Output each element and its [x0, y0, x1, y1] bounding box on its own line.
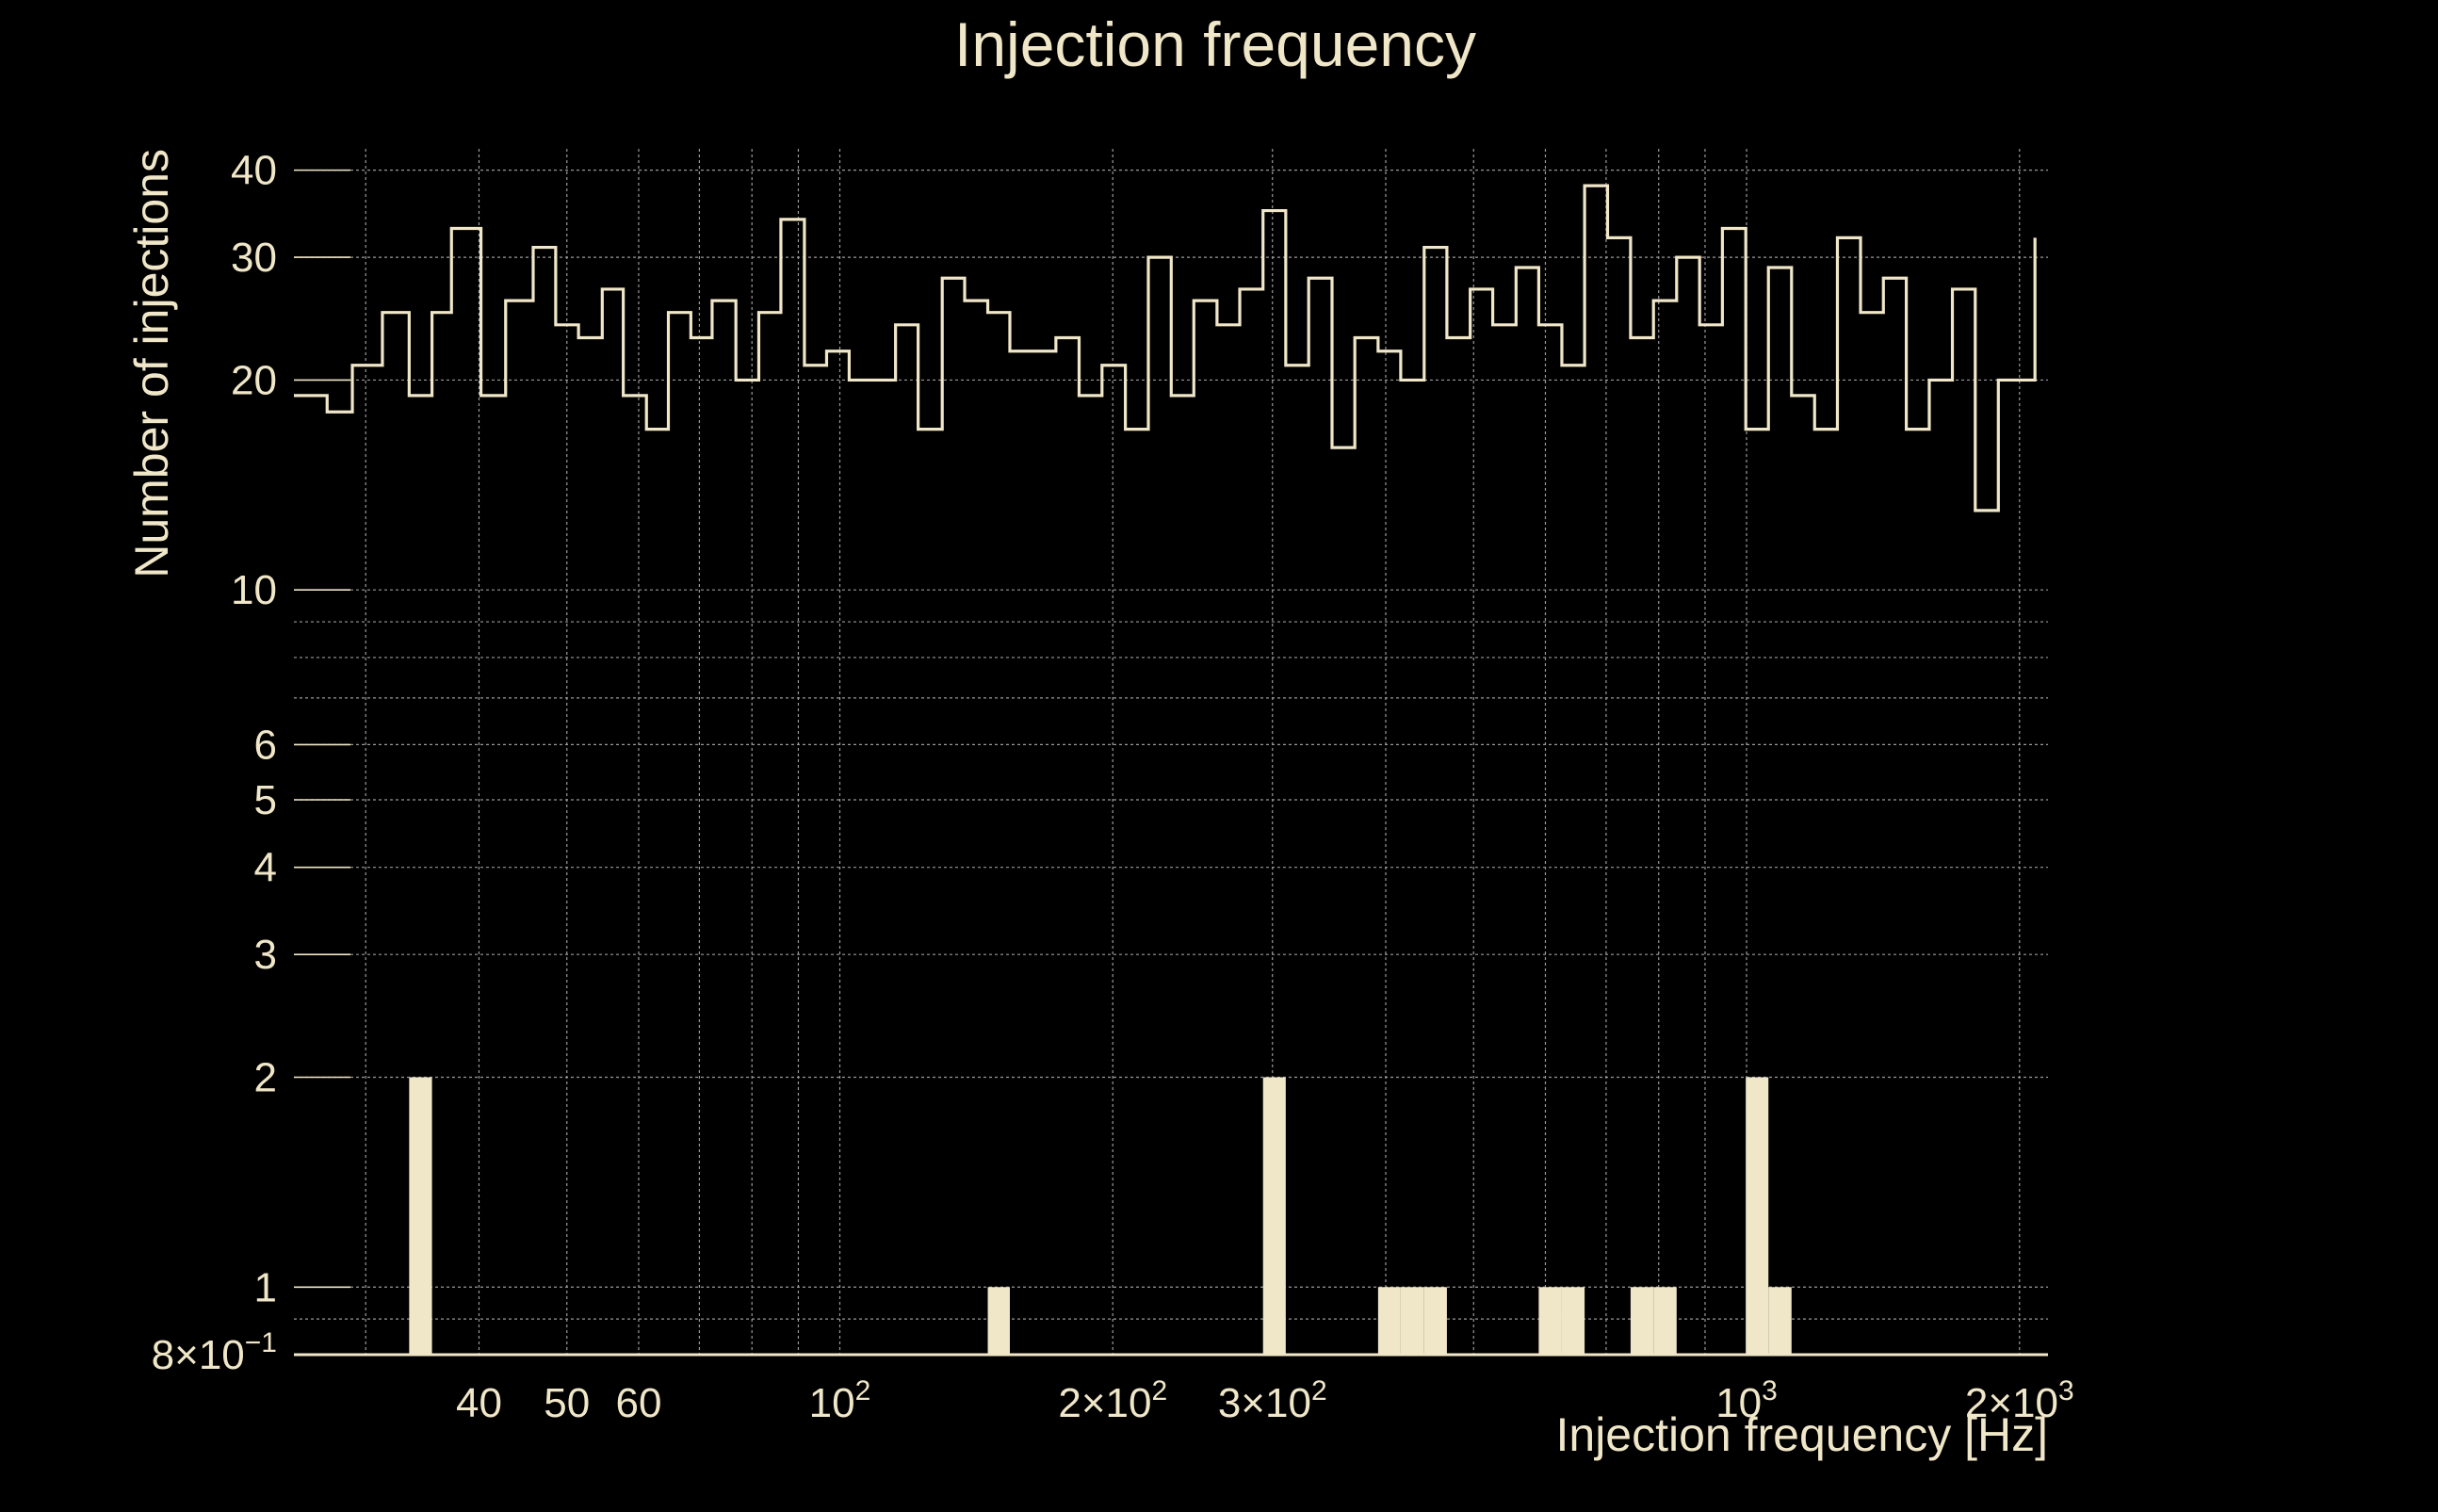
y-tick-label: 6: [254, 722, 277, 768]
y-tick-label: 4: [254, 845, 277, 891]
y-tick-label: 1: [254, 1264, 277, 1310]
filled-bar: [1630, 1287, 1654, 1355]
step-histogram-line: [294, 184, 2037, 512]
filled-bar: [1377, 1287, 1401, 1355]
y-tick-label: 40: [231, 148, 277, 194]
filled-bar: [1561, 1287, 1585, 1355]
grid-layer: [294, 149, 2048, 1355]
filled-bars-layer: [409, 1077, 1792, 1355]
chart-title: Injection frequency: [954, 9, 1476, 79]
filled-bar: [1746, 1077, 1769, 1355]
y-tick-label: 10: [231, 567, 277, 613]
axes-layer: [294, 169, 2048, 1357]
x-tick-label: 50: [544, 1380, 590, 1426]
filled-bar: [1400, 1287, 1424, 1355]
x-tick-label: 102: [809, 1375, 871, 1426]
filled-bar: [1768, 1287, 1792, 1355]
x-tick-label: 3×102: [1218, 1375, 1327, 1426]
y-tick-label: 3: [254, 932, 277, 978]
filled-bar: [1653, 1287, 1677, 1355]
filled-bar: [1423, 1287, 1447, 1355]
x-tick-label: 60: [615, 1380, 661, 1426]
y-tick-label: 5: [254, 777, 277, 823]
y-axis-label: Number of injections: [125, 149, 178, 578]
x-tick-label: 2×102: [1058, 1375, 1167, 1426]
filled-bar: [1538, 1287, 1562, 1355]
y-tick-label: 30: [231, 235, 277, 281]
x-tick-label: 40: [456, 1380, 502, 1426]
filled-bar: [409, 1077, 432, 1355]
filled-bar: [1262, 1077, 1286, 1355]
filled-bar: [987, 1287, 1010, 1355]
x-tick-label: 2×103: [1965, 1375, 2074, 1426]
step-histogram-layer: [294, 184, 2037, 512]
tick-labels-layer: 40 50 60 102 2×102 3×102 103 2×1038×10−11234561…: [152, 148, 2074, 1426]
y-tick-label: 20: [231, 357, 277, 403]
x-axis-label: Injection frequency [Hz]: [1556, 1408, 2049, 1461]
y-tick-label: 2: [254, 1054, 277, 1100]
